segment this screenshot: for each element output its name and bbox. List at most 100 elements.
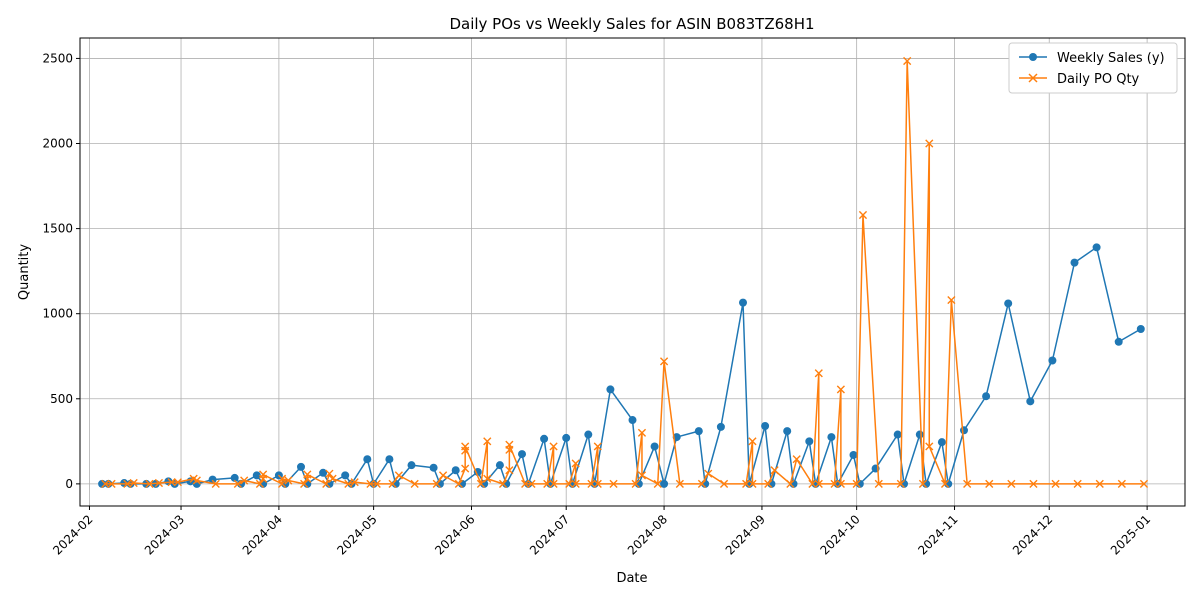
plot-frame xyxy=(79,37,1186,507)
daily-po-point xyxy=(322,479,331,488)
daily-po-point xyxy=(521,479,530,488)
weekly-sales-point xyxy=(429,463,438,472)
daily-po-point xyxy=(549,442,558,451)
weekly-sales-point xyxy=(1114,337,1123,346)
daily-po-point xyxy=(154,478,164,488)
weekly-sales-point xyxy=(385,455,394,464)
daily-po-point xyxy=(173,478,182,487)
weekly-sales-point xyxy=(1136,325,1145,334)
daily-po-point xyxy=(565,479,574,488)
daily-po-point xyxy=(593,442,602,451)
legend-box xyxy=(1008,42,1178,94)
daily-po-point xyxy=(240,476,249,485)
daily-po-point xyxy=(344,479,353,488)
daily-po-point xyxy=(874,479,883,488)
daily-po-point xyxy=(325,469,334,478)
daily-po-point xyxy=(277,474,287,483)
daily-po-point xyxy=(328,474,337,483)
daily-po-point xyxy=(653,479,662,488)
daily-po-point xyxy=(483,474,492,483)
daily-po-point xyxy=(637,428,647,437)
daily-po-point xyxy=(925,442,934,451)
weekly-sales-point xyxy=(805,437,814,446)
weekly-sales-point xyxy=(849,450,858,459)
weekly-sales-point xyxy=(230,473,239,482)
weekly-sales-point xyxy=(628,416,637,425)
weekly-sales-point xyxy=(893,430,902,439)
legend-marker-weekly-sales xyxy=(1029,53,1037,61)
daily-po-point xyxy=(1007,479,1016,488)
daily-po-point xyxy=(129,478,138,488)
y-tick-label: 2000 xyxy=(42,137,73,151)
daily-po-point xyxy=(918,479,928,488)
daily-po-point xyxy=(101,479,110,488)
y-tick-label: 1500 xyxy=(42,222,73,236)
daily-po-point xyxy=(549,479,558,488)
weekly-sales-point xyxy=(208,475,217,484)
daily-po-point xyxy=(233,479,242,488)
daily-po-point xyxy=(167,478,176,487)
daily-po-point xyxy=(963,479,972,488)
daily-po-point xyxy=(896,479,905,488)
y-tick-label: 1000 xyxy=(42,307,73,321)
weekly-sales-point xyxy=(960,426,968,435)
daily-po-point xyxy=(814,479,823,488)
daily-po-point xyxy=(940,479,950,488)
daily-po-point xyxy=(410,479,419,488)
legend: Weekly Sales (y) Daily PO Qty xyxy=(1008,42,1178,94)
weekly-sales-point xyxy=(915,430,924,439)
daily-po-point xyxy=(461,442,470,451)
daily-po-point xyxy=(483,437,492,446)
daily-po-point xyxy=(394,471,403,480)
daily-po-point xyxy=(571,479,580,488)
weekly-sales-point xyxy=(495,461,504,470)
weekly-sales-point xyxy=(650,442,659,451)
legend-label-weekly-sales: Weekly Sales (y) xyxy=(1057,51,1165,66)
daily-po-point xyxy=(786,479,795,488)
daily-po-point xyxy=(303,470,312,479)
daily-po-point xyxy=(609,479,618,488)
weekly-sales-point xyxy=(319,468,328,477)
daily-po-point xyxy=(675,479,684,488)
weekly-sales-point xyxy=(982,392,991,401)
weekly-sales-point xyxy=(660,479,669,488)
daily-po-point xyxy=(587,479,596,488)
daily-po-point xyxy=(925,139,934,148)
daily-po-point xyxy=(211,479,220,488)
weekly-sales-point xyxy=(451,466,460,475)
weekly-sales-point xyxy=(1070,258,1079,267)
legend-marker-daily-po xyxy=(1028,73,1038,83)
daily-po-point xyxy=(438,471,448,480)
daily-po-point xyxy=(814,369,823,378)
daily-po-point xyxy=(704,469,713,478)
daily-po-point xyxy=(388,479,397,488)
chart-title: Daily POs vs Weekly Sales for ASIN B083T… xyxy=(449,15,814,33)
daily-po-point xyxy=(836,479,845,488)
daily-po-point xyxy=(637,471,647,480)
daily-po-point xyxy=(697,479,707,488)
daily-po-point xyxy=(1095,479,1104,488)
daily-po-point xyxy=(985,479,994,488)
weekly-sales-point xyxy=(584,430,593,439)
weekly-sales-point xyxy=(739,298,747,307)
daily-po-point xyxy=(836,385,845,394)
daily-po-point xyxy=(350,478,359,487)
series-daily-po xyxy=(101,56,1149,488)
daily-po-point xyxy=(259,470,268,479)
weekly-sales-point xyxy=(1048,356,1057,365)
daily-po-point xyxy=(284,476,293,485)
daily-po-point xyxy=(527,479,536,488)
daily-po-point xyxy=(372,479,381,488)
weekly-sales-point xyxy=(1092,243,1101,252)
grid-layer xyxy=(80,38,1185,506)
weekly-sales-point xyxy=(716,422,725,431)
weekly-sales-point xyxy=(540,434,549,443)
daily-po-point xyxy=(1139,479,1149,488)
daily-po-point xyxy=(107,479,116,488)
weekly-sales-point xyxy=(407,461,416,470)
daily-po-point xyxy=(498,479,508,488)
daily-po-point xyxy=(903,56,912,66)
